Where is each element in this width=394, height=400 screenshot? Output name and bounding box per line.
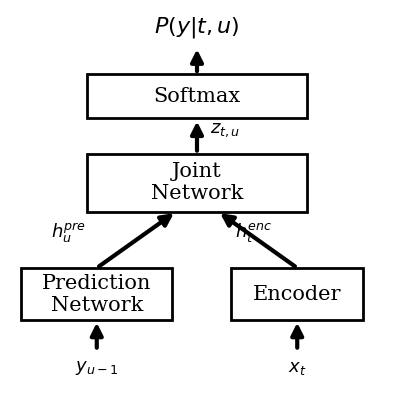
- Text: Softmax: Softmax: [153, 87, 241, 106]
- Text: Joint
Network: Joint Network: [151, 162, 243, 203]
- FancyBboxPatch shape: [87, 154, 307, 212]
- Text: Encoder: Encoder: [253, 284, 342, 304]
- Text: $x_t$: $x_t$: [288, 359, 307, 377]
- FancyBboxPatch shape: [21, 268, 173, 320]
- Text: $y_{u-1}$: $y_{u-1}$: [75, 359, 119, 377]
- Text: $h_t^{enc}$: $h_t^{enc}$: [235, 221, 272, 244]
- FancyBboxPatch shape: [87, 74, 307, 118]
- Text: $h_u^{pre}$: $h_u^{pre}$: [51, 221, 87, 244]
- Text: Prediction
Network: Prediction Network: [42, 274, 151, 314]
- Text: $P(y|t, u)$: $P(y|t, u)$: [154, 15, 240, 40]
- FancyBboxPatch shape: [231, 268, 363, 320]
- Text: $z_{t,u}$: $z_{t,u}$: [210, 121, 241, 139]
